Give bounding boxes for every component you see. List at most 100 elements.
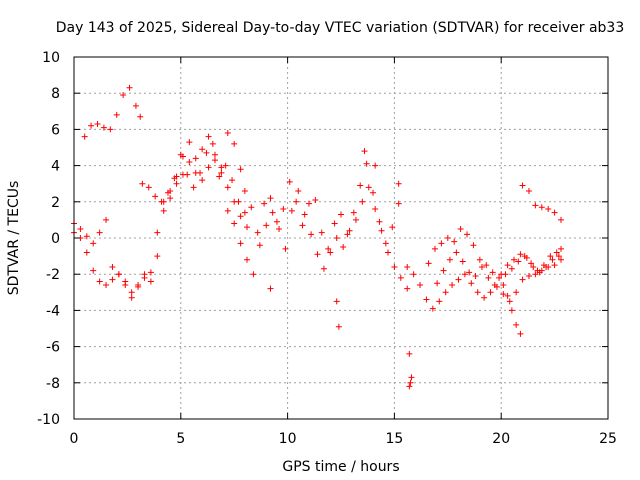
y-tick-label: 4: [51, 159, 60, 175]
data-point: [197, 169, 204, 176]
data-point: [211, 157, 218, 164]
data-point: [417, 282, 424, 289]
data-point: [273, 218, 280, 225]
data-point: [122, 282, 129, 289]
data-point: [256, 242, 263, 249]
x-tick-label: 15: [385, 431, 403, 447]
y-axis-tick-labels: -10 -8 -6 -4 -2 0 2 4 6 8 10: [37, 50, 60, 428]
data-point: [338, 211, 344, 218]
data-point: [532, 271, 539, 278]
data-point: [312, 196, 319, 203]
data-point: [406, 350, 413, 357]
data-point: [267, 195, 274, 202]
data-point: [350, 209, 357, 216]
data-point: [190, 184, 197, 191]
data-point: [276, 225, 283, 232]
data-point: [199, 177, 206, 184]
data-point: [525, 273, 532, 280]
data-point: [327, 249, 334, 256]
data-point: [365, 184, 372, 191]
data-point: [237, 166, 244, 173]
y-tick-label: -8: [46, 376, 60, 392]
data-point: [224, 130, 231, 137]
data-point: [160, 207, 167, 214]
data-point: [525, 187, 532, 194]
data-point: [267, 285, 274, 292]
data-point: [455, 276, 462, 283]
data-point: [376, 218, 383, 225]
series-track-K: [519, 182, 565, 223]
data-point: [515, 258, 522, 265]
data-point: [404, 263, 411, 270]
data-point: [359, 198, 366, 205]
x-tick-label: 0: [70, 431, 79, 447]
data-point: [504, 262, 511, 269]
data-point: [395, 180, 402, 187]
series-track-H: [425, 225, 565, 281]
data-point: [83, 233, 90, 240]
data-point: [128, 294, 135, 301]
data-point: [474, 289, 481, 296]
data-point: [135, 283, 142, 290]
data-point: [94, 120, 101, 127]
data-point: [551, 262, 558, 269]
data-point: [372, 162, 379, 169]
data-point: [523, 254, 530, 261]
data-point: [90, 240, 97, 247]
x-axis-label: GPS time / hours: [282, 459, 399, 475]
data-point: [211, 151, 218, 158]
data-point: [500, 291, 507, 298]
data-point: [451, 238, 458, 245]
data-point: [331, 220, 338, 227]
data-point: [173, 180, 180, 187]
data-point: [120, 92, 127, 99]
data-point: [244, 256, 251, 263]
data-point: [295, 187, 302, 194]
data-point: [293, 198, 300, 205]
data-point: [404, 285, 411, 292]
data-point: [461, 271, 468, 278]
x-tick-label: 25: [599, 431, 617, 447]
data-point: [177, 151, 184, 158]
data-point: [184, 171, 191, 178]
series-track-D: [139, 140, 248, 216]
data-point: [519, 276, 526, 283]
data-point: [406, 383, 413, 390]
data-point: [464, 231, 471, 238]
data-point: [372, 206, 379, 213]
x-tick-label: 20: [492, 431, 510, 447]
data-point: [154, 253, 161, 260]
data-point: [241, 209, 248, 216]
data-point: [280, 206, 287, 213]
data-point: [335, 323, 342, 330]
data-point: [248, 204, 255, 211]
data-point: [107, 126, 114, 133]
y-tick-label: 8: [51, 86, 60, 102]
data-point: [407, 379, 414, 386]
data-point: [558, 245, 565, 252]
data-point: [545, 206, 552, 213]
data-point: [254, 229, 261, 236]
data-point: [333, 235, 340, 241]
data-point: [235, 198, 242, 205]
data-point: [186, 158, 193, 165]
data-point: [551, 209, 558, 216]
data-point: [538, 204, 545, 211]
data-point: [137, 113, 144, 120]
y-tick-label: 2: [51, 195, 60, 211]
data-point: [468, 280, 475, 287]
data-point: [318, 229, 325, 236]
data-point: [109, 276, 116, 283]
y-tick-label: 6: [51, 122, 60, 138]
data-point: [485, 274, 492, 281]
data-point: [478, 263, 485, 270]
data-point: [436, 298, 443, 305]
data-point: [397, 274, 404, 281]
data-point: [558, 216, 565, 223]
data-point: [361, 148, 368, 155]
data-point: [410, 271, 417, 278]
data-point: [299, 222, 306, 229]
data-point: [261, 200, 268, 207]
data-point: [425, 260, 432, 267]
data-point: [126, 84, 133, 91]
